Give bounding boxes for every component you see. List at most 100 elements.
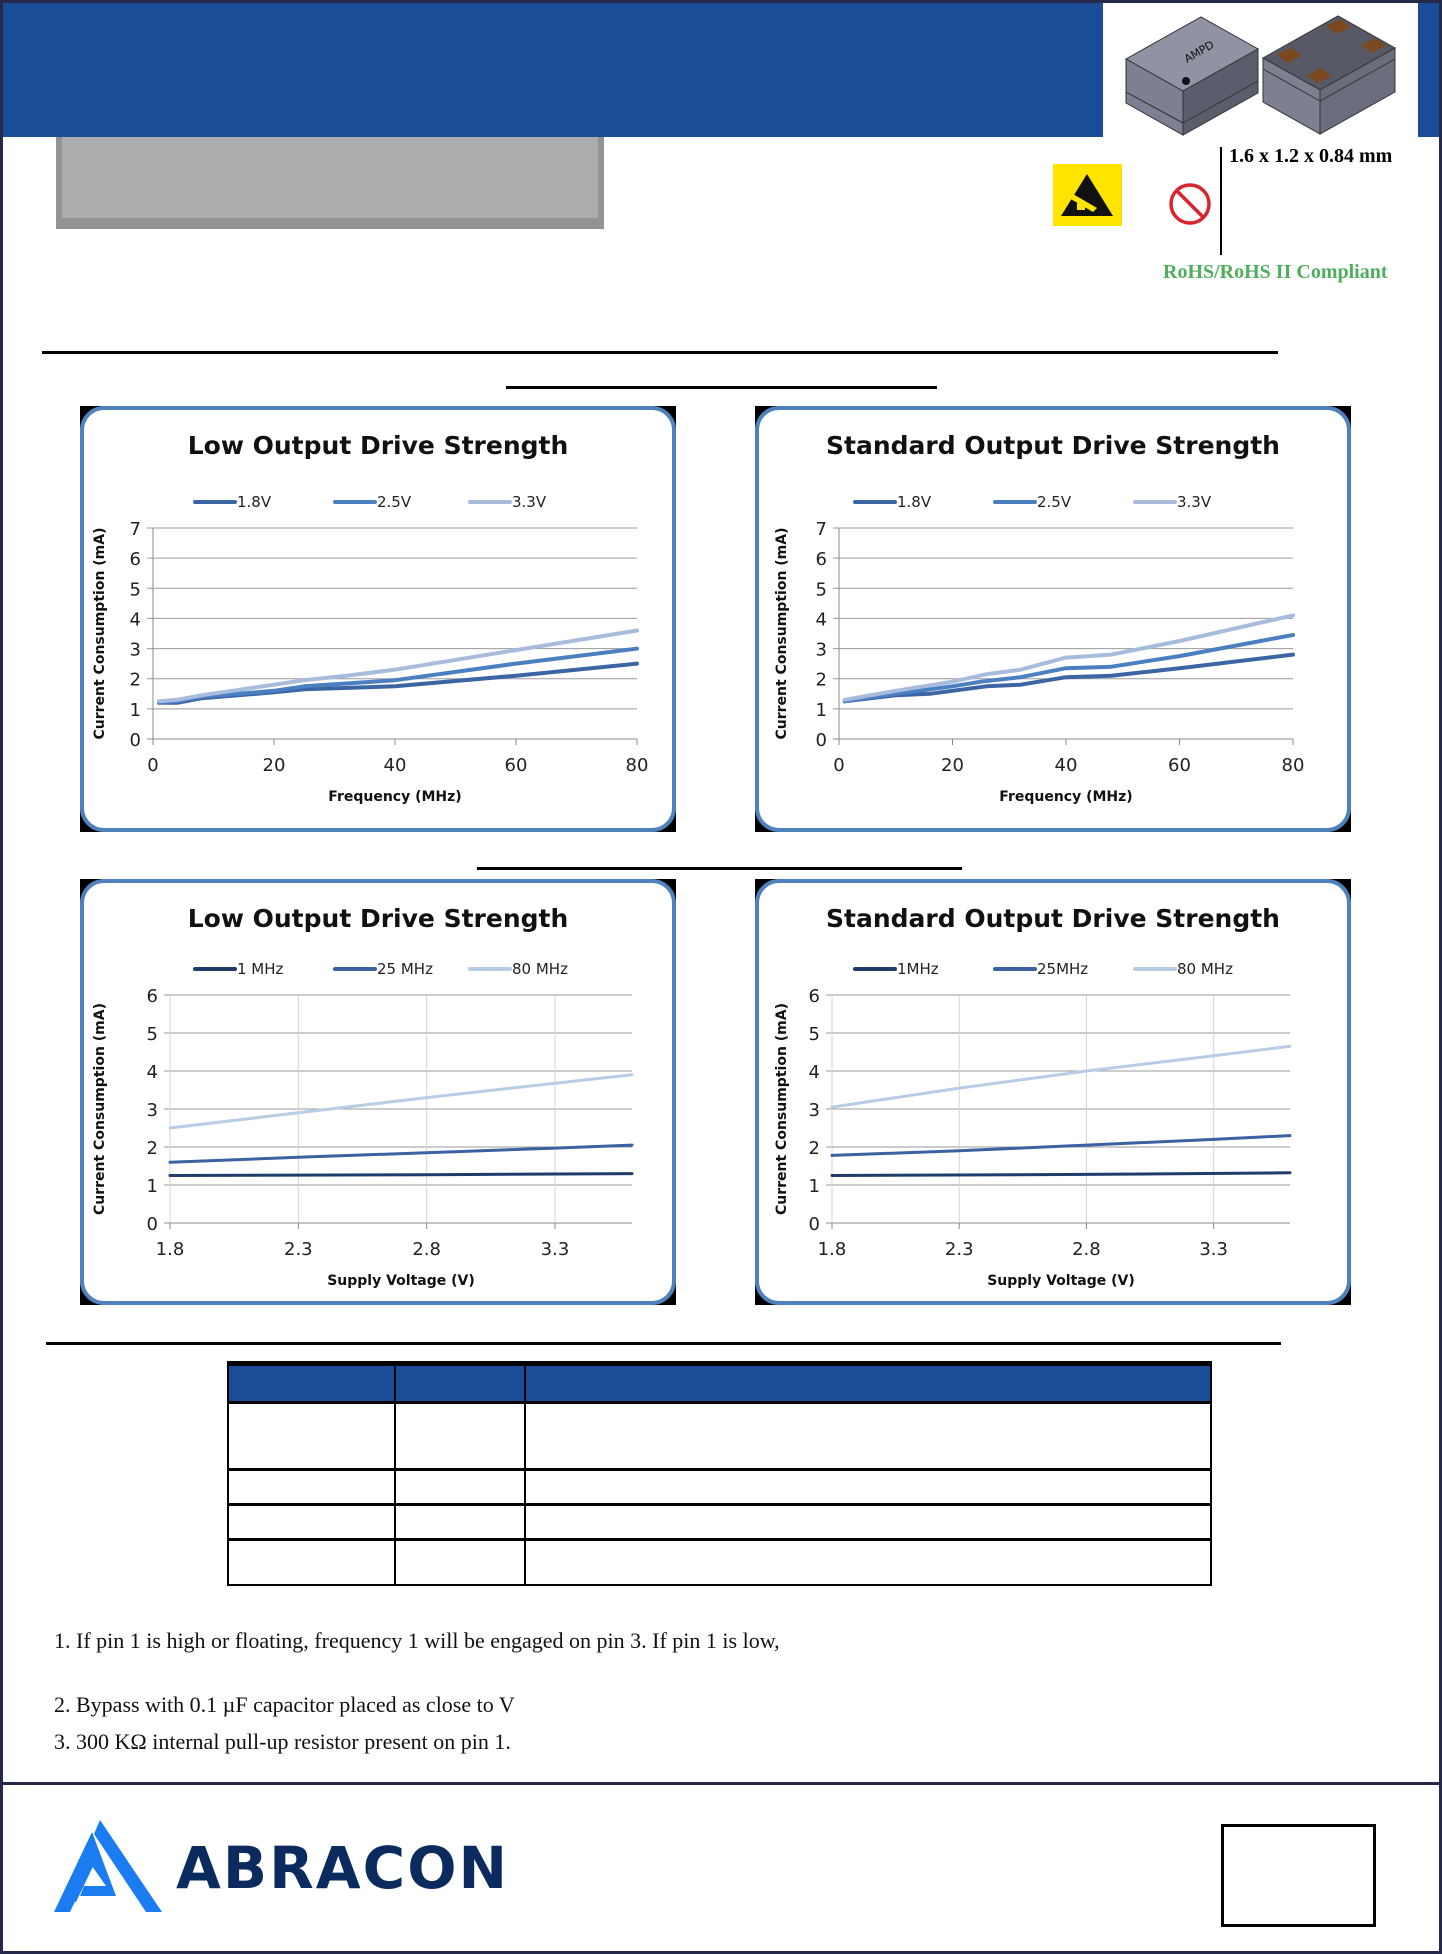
chart-svg: Standard Output Drive Strength 0 1 2 3 4 5 6 1.8… — [755, 879, 1351, 1305]
y-tick-label: 4 — [816, 609, 827, 630]
x-tick-label: 40 — [384, 755, 407, 776]
chart-title: Standard Output Drive Strength — [826, 904, 1280, 933]
table-cell — [227, 1401, 396, 1471]
legend-label: 1.8V — [237, 493, 272, 511]
y-tick-label: 3 — [130, 640, 141, 661]
y-tick-label: 1 — [130, 700, 141, 721]
table-cell — [227, 1503, 396, 1541]
pin-description-table — [227, 1361, 1212, 1586]
table-row — [227, 1401, 1212, 1471]
rohs-compliance: RoHS/RoHS II Compliant — [1163, 261, 1388, 283]
table-header-cell — [394, 1361, 526, 1404]
series-line — [830, 1134, 1292, 1157]
y-tick-label: 1 — [147, 1176, 158, 1197]
y-tick-label: 4 — [130, 609, 141, 630]
chart-title: Low Output Drive Strength — [188, 431, 569, 460]
chart-card — [755, 406, 1351, 832]
y-tick-label: 2 — [147, 1138, 158, 1159]
y-tick-label: 4 — [809, 1062, 820, 1083]
y-tick-label: 2 — [816, 670, 827, 691]
legend-label: 1.8V — [897, 493, 932, 511]
table-header-cell — [227, 1361, 396, 1404]
series-line — [168, 1172, 634, 1177]
note-3: 3. 300 KΩ internal pull-up resistor pres… — [54, 1729, 511, 1754]
chart-low-drive-frequency: Low Output Drive Strength 0 1 2 3 4 5 6 7 0 20 40 60… — [80, 406, 676, 832]
chart-svg: Low Output Drive Strength 0 1 2 3 4 5 6 1.8 2.3 2.… — [80, 879, 676, 1305]
series-line — [830, 1044, 1292, 1109]
table-cell — [394, 1503, 526, 1541]
chart-standard-drive-voltage: Standard Output Drive Strength 0 1 2 3 4 5 6 1.8… — [755, 879, 1351, 1305]
title-plate — [56, 137, 604, 224]
chart-svg: Low Output Drive Strength 0 1 2 3 4 5 6 7 0 20 40 60… — [80, 406, 676, 832]
y-axis-label: Current Consumption (mA) — [92, 527, 108, 739]
y-tick-label: 7 — [130, 519, 141, 540]
chart-low-drive-voltage: Low Output Drive Strength 0 1 2 3 4 5 6 1.8 2.3 2.… — [80, 879, 676, 1305]
y-tick-label: 2 — [809, 1138, 820, 1159]
x-tick-label: 2.3 — [284, 1239, 313, 1260]
y-tick-label: 6 — [147, 986, 158, 1007]
section-rule-4 — [46, 1342, 1281, 1345]
x-tick-label: 20 — [263, 755, 286, 776]
x-tick-label: 0 — [833, 755, 844, 776]
y-tick-label: 5 — [147, 1024, 158, 1045]
x-axis-label: Frequency (MHz) — [328, 789, 461, 805]
note-2: 2. Bypass with 0.1 µF capacitor placed a… — [54, 1692, 515, 1717]
chart-card — [755, 879, 1351, 1305]
legend-label: 25 MHz — [377, 960, 433, 978]
x-tick-label: 80 — [1282, 755, 1305, 776]
x-tick-label: 60 — [1168, 755, 1191, 776]
badge-divider — [1220, 147, 1222, 255]
chart-svg: Standard Output Drive Strength 0 1 2 3 4 5 6 7 0 2… — [755, 406, 1351, 832]
section-rule-2 — [506, 386, 937, 389]
x-tick-label: 0 — [147, 755, 158, 776]
x-tick-label: 3.3 — [1199, 1239, 1228, 1260]
y-tick-label: 0 — [809, 1214, 820, 1235]
y-tick-label: 1 — [809, 1176, 820, 1197]
x-tick-label: 60 — [505, 755, 528, 776]
x-tick-label: 80 — [626, 755, 649, 776]
chart-card — [80, 406, 676, 832]
y-tick-label: 6 — [130, 549, 141, 570]
product-image: AMPD — [1103, 3, 1418, 137]
chart-title: Low Output Drive Strength — [188, 904, 569, 933]
note-1: 1. If pin 1 is high or floating, frequen… — [54, 1628, 780, 1653]
series-line — [842, 652, 1295, 704]
y-axis-label: Current Consumption (mA) — [92, 1003, 108, 1215]
y-tick-label: 5 — [130, 579, 141, 600]
series-line — [842, 613, 1295, 702]
chart-card — [80, 879, 676, 1305]
series-line — [842, 633, 1295, 704]
y-tick-label: 5 — [809, 1024, 820, 1045]
y-tick-label: 6 — [816, 549, 827, 570]
legend-label: 25MHz — [1037, 960, 1088, 978]
table-cell — [524, 1401, 1212, 1471]
package-dimensions: 1.6 x 1.2 x 0.84 mm — [1229, 145, 1393, 167]
legend-label: 2.5V — [377, 493, 412, 511]
legend-label: 80 MHz — [512, 960, 568, 978]
table-header-row — [227, 1361, 1212, 1404]
x-tick-label: 1.8 — [818, 1239, 847, 1260]
table-cell — [227, 1468, 396, 1506]
y-tick-label: 1 — [816, 700, 827, 721]
series-line — [168, 1143, 634, 1164]
section-rule-3 — [477, 867, 962, 870]
table-cell — [394, 1401, 526, 1471]
legend-label: 2.5V — [1037, 493, 1072, 511]
y-tick-label: 0 — [130, 730, 141, 751]
y-tick-label: 7 — [816, 519, 827, 540]
legend-label: 1 MHz — [237, 960, 284, 978]
y-tick-label: 0 — [147, 1214, 158, 1235]
y-tick-label: 5 — [816, 579, 827, 600]
x-tick-label: 2.3 — [945, 1239, 974, 1260]
esd-warning-icon — [1053, 164, 1122, 226]
y-tick-label: 2 — [130, 670, 141, 691]
legend-label: 3.3V — [1177, 493, 1212, 511]
x-axis-label: Supply Voltage (V) — [987, 1273, 1135, 1289]
legend-label: 3.3V — [512, 493, 547, 511]
x-tick-label: 2.8 — [1072, 1239, 1101, 1260]
abracon-logo-text: ABRACON — [176, 1834, 510, 1902]
table-cell — [394, 1468, 526, 1506]
series-line — [168, 1073, 634, 1130]
y-axis-label: Current Consumption (mA) — [774, 1003, 790, 1215]
x-tick-label: 1.8 — [156, 1239, 185, 1260]
